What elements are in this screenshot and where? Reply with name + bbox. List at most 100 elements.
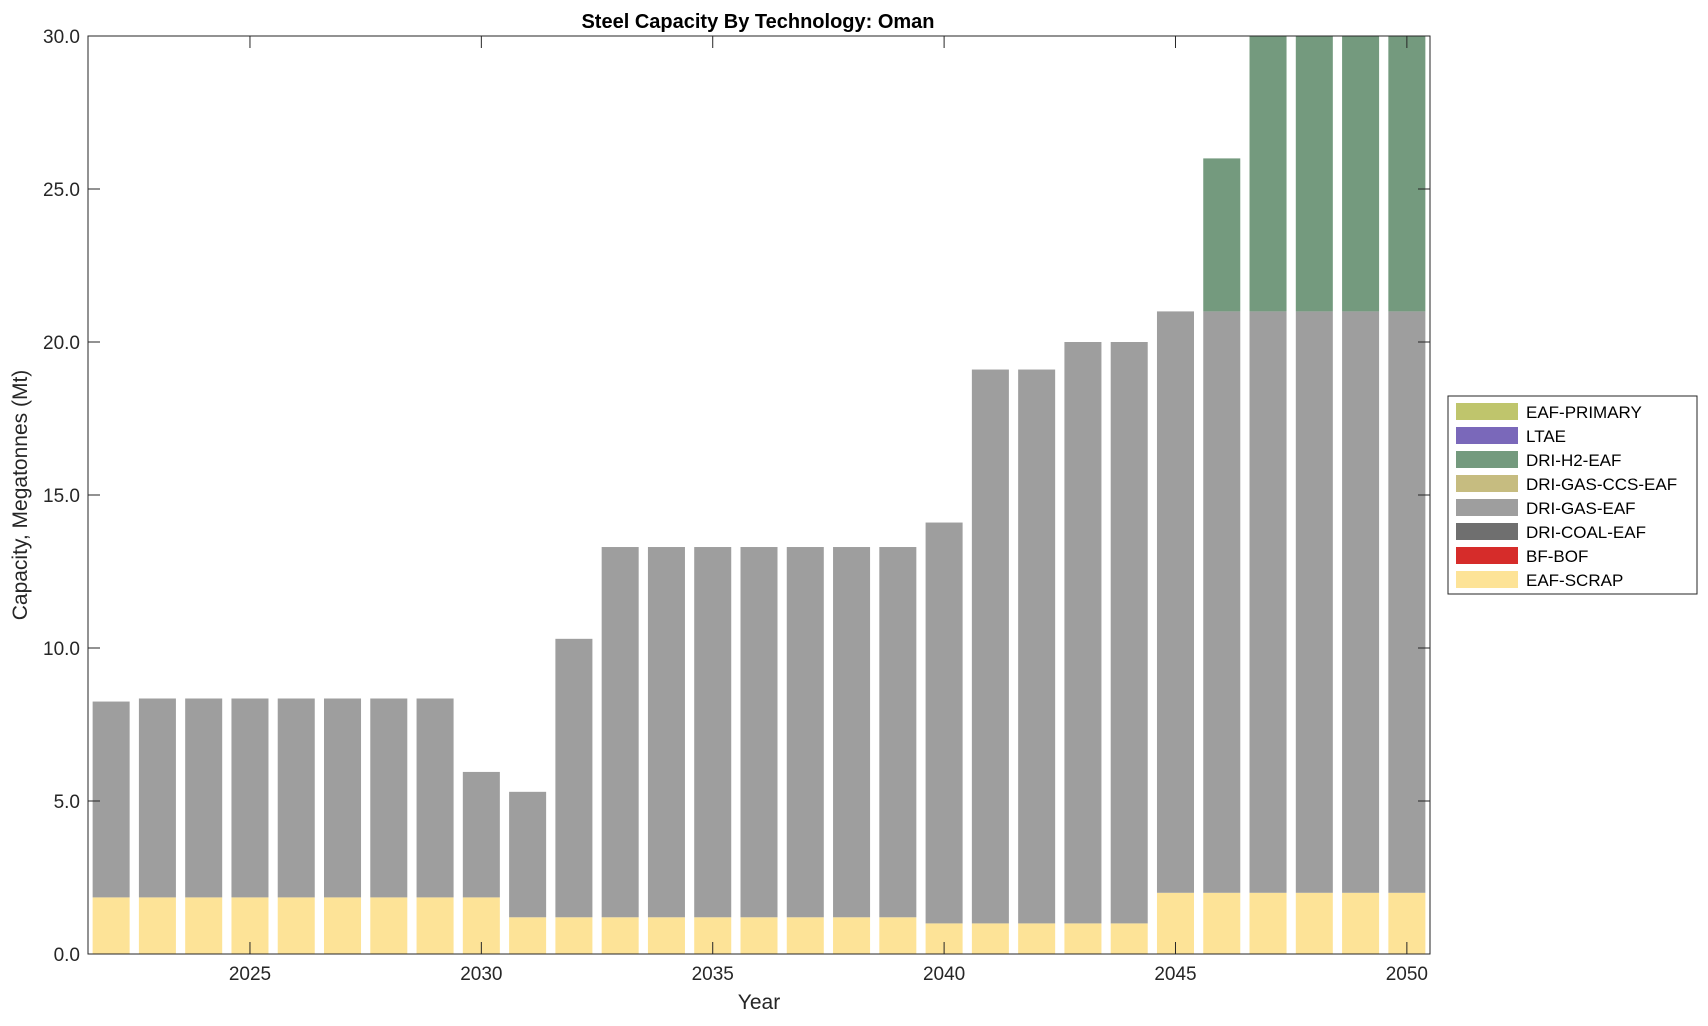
bar-dri-gas-eaf-2032 [555, 638, 593, 918]
bar-eaf-scrap-2026 [277, 897, 315, 954]
bar-dri-gas-eaf-2048 [1295, 311, 1333, 893]
legend-label: DRI-COAL-EAF [1526, 523, 1646, 542]
bar-dri-h2-eaf-2050 [1388, 36, 1426, 312]
bar-dri-gas-eaf-2027 [324, 698, 362, 898]
legend-swatch [1456, 547, 1518, 564]
bar-dri-gas-eaf-2025 [231, 698, 269, 898]
bar-dri-gas-eaf-2035 [694, 547, 732, 918]
bar-dri-gas-eaf-2022 [92, 701, 130, 898]
y-tick-label: 5.0 [54, 792, 80, 813]
bar-dri-gas-eaf-2028 [370, 698, 408, 898]
bar-eaf-scrap-2041 [971, 923, 1009, 954]
y-tick-label: 25.0 [43, 180, 80, 201]
bar-eaf-scrap-2029 [416, 897, 454, 954]
legend-label: DRI-H2-EAF [1526, 451, 1621, 470]
y-tick-label: 0.0 [54, 945, 80, 966]
bar-dri-gas-eaf-2026 [277, 698, 315, 898]
bar-dri-h2-eaf-2047 [1249, 36, 1287, 312]
x-tick-label: 2050 [1386, 964, 1428, 985]
bar-eaf-scrap-2047 [1249, 892, 1287, 954]
bar-dri-gas-eaf-2043 [1064, 342, 1102, 924]
bar-dri-gas-eaf-2041 [971, 369, 1009, 924]
bar-dri-gas-eaf-2023 [138, 698, 176, 898]
bar-dri-gas-eaf-2042 [1018, 369, 1056, 924]
x-tick-label: 2045 [1154, 964, 1196, 985]
x-tick-label: 2030 [460, 964, 502, 985]
bar-dri-gas-eaf-2045 [1156, 311, 1194, 893]
legend-item-dri-gas-ccs-eaf: DRI-GAS-CCS-EAF [1456, 475, 1677, 494]
bar-eaf-scrap-2044 [1110, 923, 1148, 954]
y-tick-label: 20.0 [43, 333, 80, 354]
legend-swatch [1456, 427, 1518, 444]
bar-eaf-scrap-2037 [786, 917, 824, 954]
legend-item-dri-h2-eaf: DRI-H2-EAF [1456, 451, 1621, 470]
bar-dri-gas-eaf-2030 [462, 771, 500, 898]
legend-label: BF-BOF [1526, 547, 1588, 566]
bar-eaf-scrap-2032 [555, 917, 593, 954]
bar-dri-gas-eaf-2031 [509, 791, 547, 918]
bar-dri-gas-eaf-2034 [647, 547, 685, 918]
bar-dri-gas-eaf-2049 [1342, 311, 1380, 893]
bar-eaf-scrap-2028 [370, 897, 408, 954]
bar-eaf-scrap-2034 [647, 917, 685, 954]
bar-dri-gas-eaf-2050 [1388, 311, 1426, 893]
legend-items: EAF-PRIMARY LTAE DRI-H2-EAF DRI-GAS-CCS-EAF… [1456, 403, 1677, 590]
bar-eaf-scrap-2036 [740, 917, 778, 954]
bar-eaf-scrap-2042 [1018, 923, 1056, 954]
legend-label: LTAE [1526, 427, 1566, 446]
bar-dri-gas-eaf-2036 [740, 547, 778, 918]
legend-label: EAF-PRIMARY [1526, 403, 1642, 422]
bar-eaf-scrap-2049 [1342, 892, 1380, 954]
bar-eaf-scrap-2043 [1064, 923, 1102, 954]
bar-dri-gas-eaf-2037 [786, 547, 824, 918]
legend-item-dri-gas-eaf: DRI-GAS-EAF [1456, 499, 1636, 518]
x-tick-label: 2035 [692, 964, 734, 985]
bar-dri-gas-eaf-2024 [185, 698, 223, 898]
legend-item-eaf-primary: EAF-PRIMARY [1456, 403, 1642, 422]
bar-dri-gas-eaf-2046 [1203, 311, 1241, 893]
bar-dri-gas-eaf-2033 [601, 547, 639, 918]
bar-eaf-scrap-2027 [324, 897, 362, 954]
bar-dri-h2-eaf-2046 [1203, 158, 1241, 312]
legend-label: DRI-GAS-CCS-EAF [1526, 475, 1677, 494]
legend-label: DRI-GAS-EAF [1526, 499, 1636, 518]
chart-title: Steel Capacity By Technology: Oman [581, 11, 934, 33]
bar-dri-h2-eaf-2048 [1295, 36, 1333, 312]
legend-item-bf-bof: BF-BOF [1456, 547, 1588, 566]
legend-swatch [1456, 499, 1518, 516]
bar-eaf-scrap-2031 [509, 917, 547, 954]
legend-swatch [1456, 523, 1518, 540]
bar-eaf-scrap-2023 [138, 897, 176, 954]
bar-dri-gas-eaf-2039 [879, 547, 917, 918]
axis-ticks: 0.0 5.0 10.0 15.0 20.0 25.0 30.0 2025 2030 2035 20… [43, 27, 1430, 985]
x-axis-title: Year [738, 991, 780, 1014]
legend: EAF-PRIMARY LTAE DRI-H2-EAF DRI-GAS-CCS-EAF… [1447, 395, 1698, 595]
y-axis-title: Capacity, Megatonnes (Mt) [9, 370, 32, 621]
bar-dri-gas-eaf-2044 [1110, 342, 1148, 924]
legend-item-eaf-scrap: EAF-SCRAP [1456, 571, 1623, 590]
y-tick-label: 10.0 [43, 639, 80, 660]
bar-dri-h2-eaf-2049 [1342, 36, 1380, 312]
legend-swatch [1456, 403, 1518, 420]
bar-eaf-scrap-2024 [185, 897, 223, 954]
bars-layer [92, 36, 1426, 954]
bar-eaf-scrap-2039 [879, 917, 917, 954]
bar-dri-gas-eaf-2040 [925, 522, 963, 924]
bar-dri-gas-eaf-2029 [416, 698, 454, 898]
bar-eaf-scrap-2046 [1203, 892, 1241, 954]
bar-dri-gas-eaf-2038 [833, 547, 871, 918]
x-tick-label: 2040 [923, 964, 965, 985]
legend-swatch [1456, 451, 1518, 468]
y-tick-label: 30.0 [43, 27, 80, 48]
legend-swatch [1456, 475, 1518, 492]
bar-eaf-scrap-2038 [833, 917, 871, 954]
x-tick-label: 2025 [229, 964, 271, 985]
bar-eaf-scrap-2022 [92, 897, 130, 954]
y-tick-label: 15.0 [43, 486, 80, 507]
bar-dri-gas-eaf-2047 [1249, 311, 1287, 893]
legend-item-dri-coal-eaf: DRI-COAL-EAF [1456, 523, 1646, 542]
legend-item-ltae: LTAE [1456, 427, 1566, 446]
legend-swatch [1456, 571, 1518, 588]
